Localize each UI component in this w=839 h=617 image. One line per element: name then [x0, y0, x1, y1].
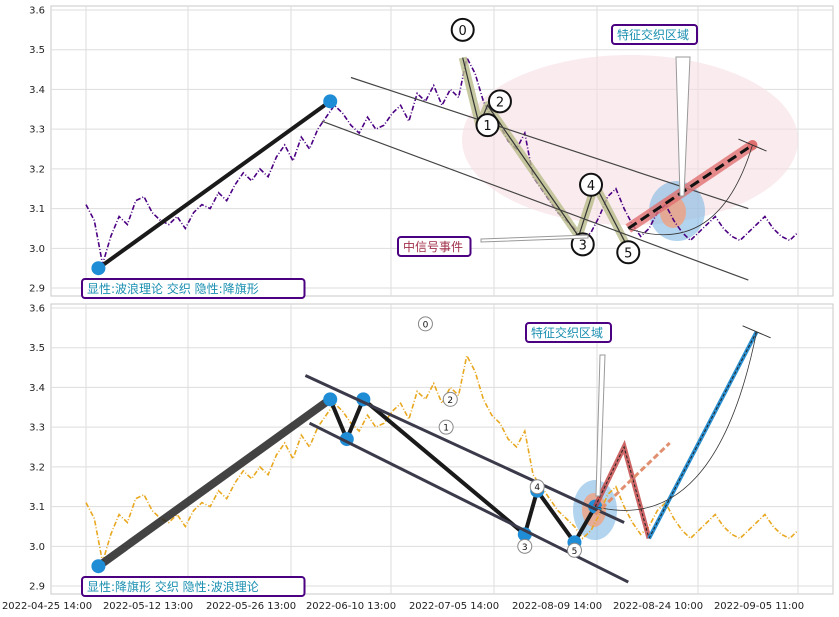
y-tick-label: 3.0 — [29, 542, 45, 553]
projection-line — [627, 143, 754, 230]
y-tick-label: 3.6 — [29, 303, 45, 314]
y-tick-label: 3.5 — [29, 343, 45, 354]
annotation-label: 特征交织区域 — [617, 27, 689, 42]
annotation-box — [81, 278, 306, 299]
annotation-box — [611, 24, 698, 45]
x-tick-label: 2022-04-25 14:00 — [2, 601, 92, 612]
annotation-label: 显性:波浪理论 交织 隐性:降旗形 — [87, 281, 259, 296]
projection-cap — [742, 325, 771, 339]
wave-count-label: 2 — [496, 95, 504, 110]
annotation-box — [81, 576, 306, 597]
wave-count-label: 3 — [522, 543, 528, 553]
flag-point — [323, 392, 338, 407]
projection-dashed-line — [594, 441, 671, 516]
wave-count-marker — [616, 240, 641, 265]
x-tick-label: 2022-05-12 13:00 — [103, 601, 193, 612]
wave-count-marker — [579, 172, 604, 197]
chart-panel-top: 2.9 3.0 3.1 3.2 3.3 3.4 3.5 3.6 0 12 3 4 5 特征交织区域中信号事… — [29, 5, 834, 299]
y-tick-label: 3.6 — [29, 5, 45, 16]
annotation-box — [525, 322, 612, 343]
annotation-label: 中信号事件 — [403, 239, 463, 254]
y-tick-label: 3.4 — [29, 85, 45, 96]
annotation-box — [397, 236, 472, 257]
y-tick-label: 3.0 — [29, 244, 45, 255]
plot-area — [50, 303, 834, 595]
projection-line-core — [648, 331, 758, 539]
wave-count-label: 1 — [443, 424, 449, 434]
wave-count-marker — [517, 538, 533, 554]
projection-arc — [595, 331, 757, 511]
y-tick-label: 3.2 — [29, 462, 45, 473]
wave-count-label: 0 — [423, 320, 429, 330]
y-tick-label: 3.5 — [29, 45, 45, 56]
y-tick-label: 3.3 — [29, 125, 45, 136]
wave-count-label: 5 — [624, 246, 632, 261]
y-tick-label: 2.9 — [29, 284, 45, 295]
y-tick-label: 3.1 — [29, 502, 45, 513]
wave-count-label: 1 — [483, 119, 491, 134]
x-tick-label: 2022-05-26 13:00 — [206, 601, 296, 612]
wave-count-label: 2 — [447, 396, 453, 406]
x-tick-label: 2022-08-24 10:00 — [613, 601, 703, 612]
y-tick-label: 3.4 — [29, 383, 45, 394]
wave-count-marker — [438, 419, 454, 435]
projection-cap — [738, 138, 767, 152]
wave-count-marker — [475, 113, 500, 138]
wave-count-marker — [417, 316, 433, 332]
wave-count-marker — [442, 391, 458, 407]
wave-count-label: 0 — [459, 24, 467, 39]
flag-pole — [96, 396, 333, 570]
wave-count-label: 4 — [534, 483, 540, 493]
wave-point — [323, 94, 338, 109]
price-line — [85, 55, 799, 265]
projection-arc — [628, 144, 753, 236]
wave-count-label: 5 — [572, 547, 578, 557]
annotation-arrow — [595, 354, 606, 497]
annotation-arrow — [480, 234, 589, 243]
y-tick-label: 2.9 — [29, 582, 45, 593]
wave-count-marker — [529, 479, 545, 495]
annotation-arrow — [675, 56, 691, 197]
price-line — [85, 353, 799, 563]
wave-count-marker — [450, 17, 475, 42]
x-tick-label: 2022-06-10 13:00 — [306, 601, 396, 612]
chart-panel-bottom: 2.9 3.0 3.1 3.2 3.3 3.4 3.5 3.6 0 1 2 3 4 5 特征交织区域显性:降… — [2, 303, 834, 612]
channel-line-upper — [304, 374, 625, 524]
wave-count-marker — [487, 89, 512, 114]
channel-line-lower — [321, 120, 749, 281]
wave-path — [462, 57, 629, 249]
x-tick-label: 2022-07-05 14:00 — [409, 601, 499, 612]
wave-count-label: 3 — [579, 238, 587, 253]
wave-point — [91, 261, 106, 276]
wave-count-label: 4 — [587, 179, 595, 194]
x-tick-label: 2022-08-09 14:00 — [512, 601, 602, 612]
y-tick-label: 3.2 — [29, 164, 45, 175]
wave-count-marker — [566, 542, 582, 558]
y-tick-label: 3.3 — [29, 423, 45, 434]
wave-line — [97, 99, 332, 270]
x-tick-label: 2022-09-05 11:00 — [714, 601, 804, 612]
y-tick-label: 3.1 — [29, 204, 45, 215]
annotation-label: 显性:降旗形 交织 隐性:波浪理论 — [87, 579, 259, 594]
annotation-label: 特征交织区域 — [531, 325, 603, 340]
flag-point — [91, 559, 106, 574]
projection-zigzag-core — [594, 445, 650, 539]
